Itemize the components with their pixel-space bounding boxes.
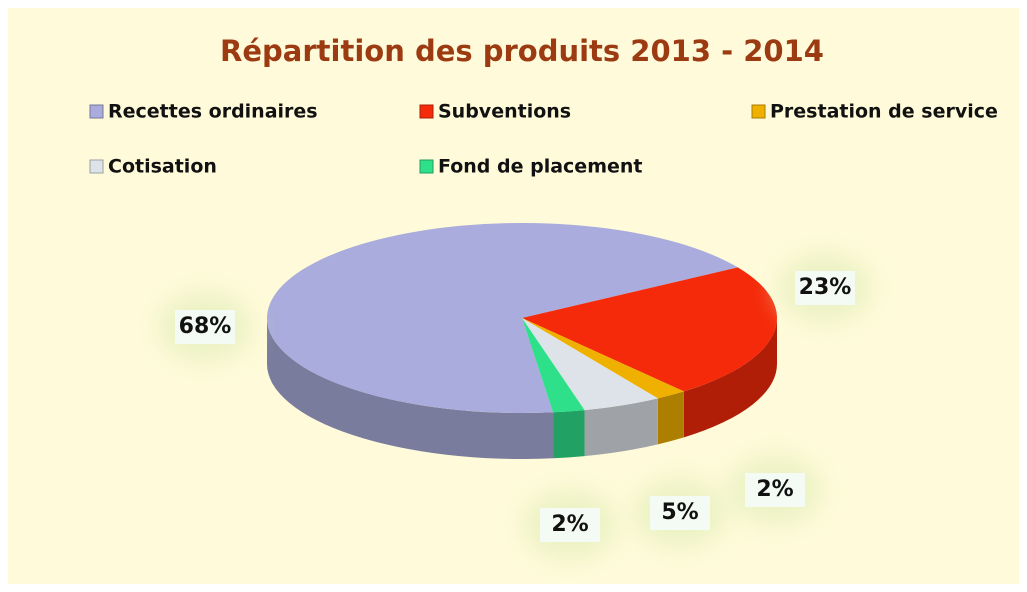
slice-side [657, 391, 684, 445]
legend-swatch [89, 159, 104, 174]
legend-label: Fond de placement [438, 156, 642, 178]
slice-side [267, 318, 554, 459]
slice [267, 223, 738, 413]
label-box [540, 508, 600, 542]
legend-label: Subventions [438, 101, 571, 123]
data-label: 68% [179, 314, 232, 339]
label-box [650, 496, 710, 530]
data-label: 2% [551, 512, 588, 537]
slice-side [683, 318, 778, 438]
slice [522, 318, 585, 413]
data-label: 5% [661, 500, 698, 525]
data-label: 23% [799, 275, 852, 300]
legend-swatch [419, 104, 434, 119]
slice-side [584, 398, 658, 457]
label-box [175, 310, 235, 344]
slice [522, 318, 658, 411]
slice-side [553, 410, 585, 459]
label-box [745, 473, 805, 507]
legend-label: Recettes ordinaires [108, 101, 318, 123]
legend-label: Prestation de service [770, 101, 998, 123]
data-label: 2% [756, 477, 793, 502]
legend-swatch [419, 159, 434, 174]
label-box [795, 271, 855, 305]
slice [522, 267, 778, 392]
slice [522, 318, 684, 399]
chart-title: Répartition des produits 2013 - 2014 [220, 34, 824, 68]
legend-swatch [89, 104, 104, 119]
legend-label: Cotisation [108, 156, 217, 178]
legend-swatch [751, 104, 766, 119]
